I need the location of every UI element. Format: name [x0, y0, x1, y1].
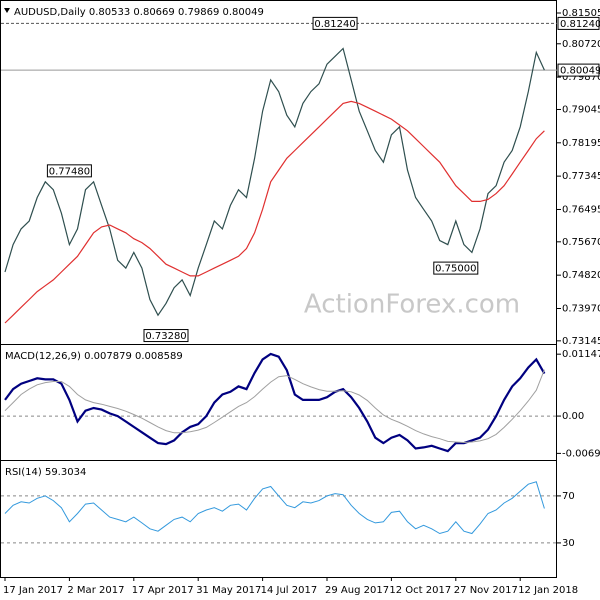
y-tick-label: 0.79045: [562, 104, 600, 115]
series-line: [4, 369, 545, 444]
y-tick-label: 0.00: [562, 411, 584, 422]
annotation-label: 0.73280: [145, 331, 186, 342]
annotation-box: [46, 164, 92, 178]
y-tick-label: 0.73970: [562, 303, 600, 314]
series-line: [4, 100, 545, 324]
x-tick-label: 17 Apr 2017: [132, 585, 194, 596]
pane-title: AUDUSD,Daily 0.80533 0.80669 0.79869 0.8…: [14, 7, 264, 18]
y-tick-label: 30: [562, 538, 575, 549]
y-tick-label: 70: [562, 491, 575, 502]
annotation-box: [312, 16, 358, 30]
pane-title-icon: [4, 8, 10, 13]
price-tag: [557, 16, 600, 30]
price-tag: [557, 63, 600, 77]
x-tick-label: 31 May 2017: [196, 585, 261, 596]
annotation: 0.81240: [312, 16, 358, 30]
pane-title: RSI(14) 59.3034: [5, 467, 86, 478]
x-tick-label: 2 Mar 2017: [67, 585, 124, 596]
annotation: 0.73280: [143, 329, 189, 343]
pane-title: MACD(12,26,9) 0.007879 0.008589: [5, 351, 183, 362]
x-tick-label: 12 Oct 2017: [389, 585, 451, 596]
price-tag-label: 0.81240: [560, 19, 600, 30]
y-tick-label: 0.80720: [562, 39, 600, 50]
x-tick-label: 14 Jul 2017: [261, 585, 318, 596]
annotation: 0.77480: [46, 164, 92, 178]
price-tag-label: 0.80049: [560, 66, 600, 77]
y-tick-label: 0.76495: [562, 204, 600, 215]
x-tick-label: 17 Jan 2017: [3, 585, 63, 596]
annotation-label: 0.81240: [314, 19, 355, 30]
x-tick-label: 12 Jan 2018: [518, 585, 578, 596]
y-tick-label: 0.011471: [562, 349, 600, 360]
y-tick-label: 0.74820: [562, 270, 600, 281]
frame: [0, 0, 557, 578]
y-tick-label: 0.75670: [562, 237, 600, 248]
annotation-box: [143, 329, 189, 343]
annotation-label: 0.77480: [49, 166, 90, 177]
watermark: ActionForex.com: [304, 290, 520, 320]
annotation: 0.75000: [433, 261, 479, 275]
y-tick-label: 0.77345: [562, 171, 600, 182]
series-line: [4, 352, 546, 453]
x-tick-label: 27 Nov 2017: [454, 585, 518, 596]
series-line: [4, 47, 545, 317]
y-tick-label: 0.79870: [562, 72, 600, 83]
x-tick-label: 29 Aug 2017: [325, 585, 389, 596]
annotation-box: [433, 261, 479, 275]
series-line: [4, 481, 545, 535]
y-tick-label: 0.73145: [562, 336, 600, 347]
y-tick-label: 0.78195: [562, 138, 600, 149]
y-tick-label: 0.81505: [562, 8, 600, 19]
y-tick-label: -0.006913: [562, 448, 600, 459]
annotation-label: 0.75000: [435, 264, 476, 275]
